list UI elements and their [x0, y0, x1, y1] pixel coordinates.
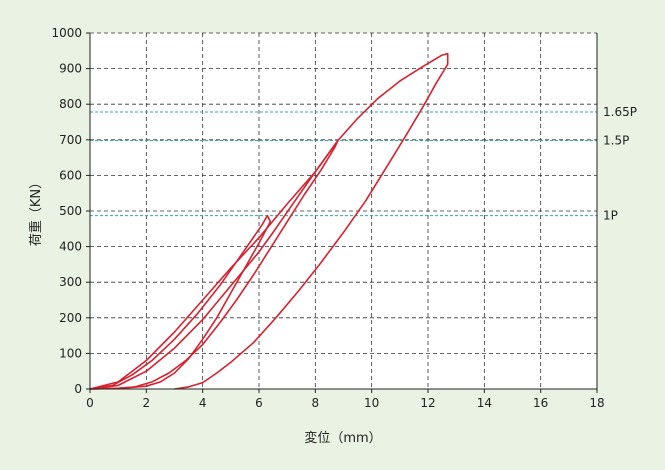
reference-label: 1.65P [603, 105, 637, 119]
y-tick-label: 500 [59, 204, 82, 218]
x-tick-label: 8 [312, 396, 320, 410]
load-cycle-curve [89, 52, 449, 390]
x-tick-label: 12 [420, 396, 435, 410]
x-axis-title: 変位（mm） [304, 430, 381, 446]
y-tick-label: 200 [59, 311, 82, 325]
x-tick-label: 16 [533, 396, 548, 410]
y-tick-label: 900 [59, 62, 82, 76]
y-tick-label: 600 [59, 168, 82, 182]
x-tick-label: 0 [86, 396, 94, 410]
reference-label: 1P [603, 209, 618, 223]
y-tick-label: 300 [59, 275, 82, 289]
y-tick-label: 800 [59, 97, 82, 111]
y-axis-title: 荷重（KN） [28, 176, 44, 246]
y-tick-label: 100 [59, 346, 82, 360]
y-tick-label: 400 [59, 240, 82, 254]
reference-label: 1.5P [603, 134, 629, 148]
x-tick-label: 2 [143, 396, 151, 410]
reference-lines [90, 111, 597, 217]
x-tick-label: 4 [199, 396, 207, 410]
reference-labels: 1.65P 1.5P 1P [603, 105, 637, 223]
x-tick-label: 18 [589, 396, 604, 410]
load-cycle-curve [89, 214, 272, 390]
load-cycle-curve [89, 139, 339, 390]
x-tick-label: 6 [255, 396, 263, 410]
y-tick-label: 700 [59, 133, 82, 147]
tick-labels: 0 2 4 6 8 10 12 14 16 18 0 100 200 300 400 500 600 700 800… [51, 26, 604, 410]
curves [89, 52, 449, 390]
x-tick-label: 14 [477, 396, 492, 410]
y-tick-label: 0 [74, 382, 82, 396]
x-tick-label: 10 [364, 396, 379, 410]
y-tick-label: 1000 [51, 26, 82, 40]
